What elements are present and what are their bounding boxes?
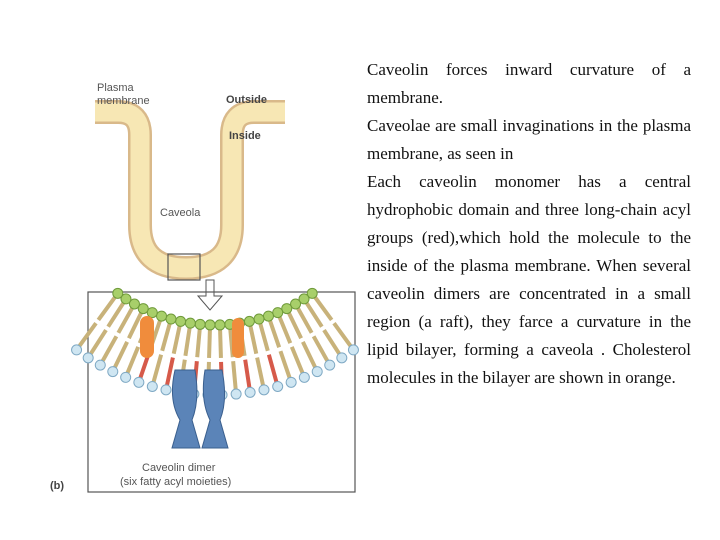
head-group: [258, 384, 270, 396]
lipid-tail: [86, 328, 108, 359]
lipid-tail: [217, 324, 223, 358]
head-group: [120, 293, 132, 305]
lipid-tail: [302, 297, 324, 328]
paragraph: Each caveolin monomer has a central hydr…: [367, 172, 691, 387]
lipid-tail: [247, 320, 259, 355]
lipid-tail: [289, 346, 307, 379]
detail-box: [87, 291, 356, 493]
head-group: [281, 303, 293, 315]
head-group: [71, 344, 83, 356]
head-group: [137, 303, 149, 315]
head-group: [146, 380, 158, 392]
head-group: [290, 298, 302, 310]
head-group: [165, 313, 177, 325]
head-group: [272, 380, 284, 392]
head-group: [244, 386, 256, 398]
head-group: [184, 317, 196, 329]
lipid-tail: [160, 318, 173, 352]
lipid-tail: [207, 324, 213, 358]
lipid-tail: [96, 292, 120, 322]
head-group: [82, 352, 94, 364]
body-text: Caveolin forces inward curvature of a me…: [367, 56, 691, 392]
head-group: [107, 366, 119, 378]
head-group: [156, 310, 168, 322]
paragraph: Caveolin forces inward curvature of a me…: [367, 60, 691, 107]
lipid-tail: [123, 346, 141, 379]
lipid-tail: [266, 354, 280, 388]
head-group: [262, 310, 274, 322]
lipid-tail: [171, 320, 183, 355]
head-group: [175, 315, 187, 327]
lipid-tail: [164, 357, 175, 391]
head-group: [298, 293, 310, 305]
head-group: [336, 352, 348, 364]
head-group: [298, 371, 310, 383]
membrane: [95, 102, 285, 278]
lipid-tail: [275, 311, 293, 344]
label: Caveola: [160, 207, 201, 219]
head-group: [243, 315, 255, 327]
label: Plasma membrane: [97, 82, 150, 107]
figure: [71, 100, 359, 493]
head-group: [311, 366, 323, 378]
head-group: [128, 298, 140, 310]
lipid-tail: [255, 357, 266, 391]
caveolin-dimer: [140, 316, 244, 449]
caveolin: [171, 369, 201, 449]
head-group: [160, 384, 172, 396]
head-group: [146, 307, 158, 319]
head-group: [324, 359, 336, 371]
label: Caveolin dimer: [142, 462, 216, 474]
lipid-tail: [322, 328, 344, 359]
lipid-tail: [266, 315, 282, 348]
label: Outside: [226, 94, 267, 106]
head-group: [214, 319, 226, 331]
paragraph: Caveolae are small invaginations in the …: [367, 116, 691, 163]
head-group: [347, 344, 359, 356]
lipid-tail: [74, 322, 98, 352]
head-group: [285, 376, 297, 388]
zoom-box: [167, 253, 201, 281]
lipid-tail: [150, 354, 164, 388]
lipid-tail: [310, 292, 334, 322]
head-group: [194, 318, 206, 330]
lipid-tail: [311, 335, 332, 367]
head-group: [120, 371, 132, 383]
lipid-tail: [278, 350, 294, 383]
lipid-tail: [257, 318, 270, 352]
head-group: [306, 287, 318, 299]
label: (six fatty acyl moieties): [120, 476, 232, 488]
head-group: [253, 313, 265, 325]
caveolin: [201, 369, 229, 449]
arrow: [196, 279, 224, 311]
head-group: [230, 388, 242, 400]
head-group: [133, 376, 145, 388]
cholesterol: [140, 316, 154, 358]
lipid-tail: [332, 322, 356, 352]
head-group: [272, 307, 284, 319]
head-group: [112, 287, 124, 299]
head-group: [204, 319, 216, 331]
label: Inside: [229, 130, 261, 142]
lipid-tail: [106, 297, 128, 328]
head-group: [94, 359, 106, 371]
lipid-tail: [98, 335, 119, 367]
label: (b): [50, 480, 65, 492]
cholesterol: [232, 318, 244, 358]
